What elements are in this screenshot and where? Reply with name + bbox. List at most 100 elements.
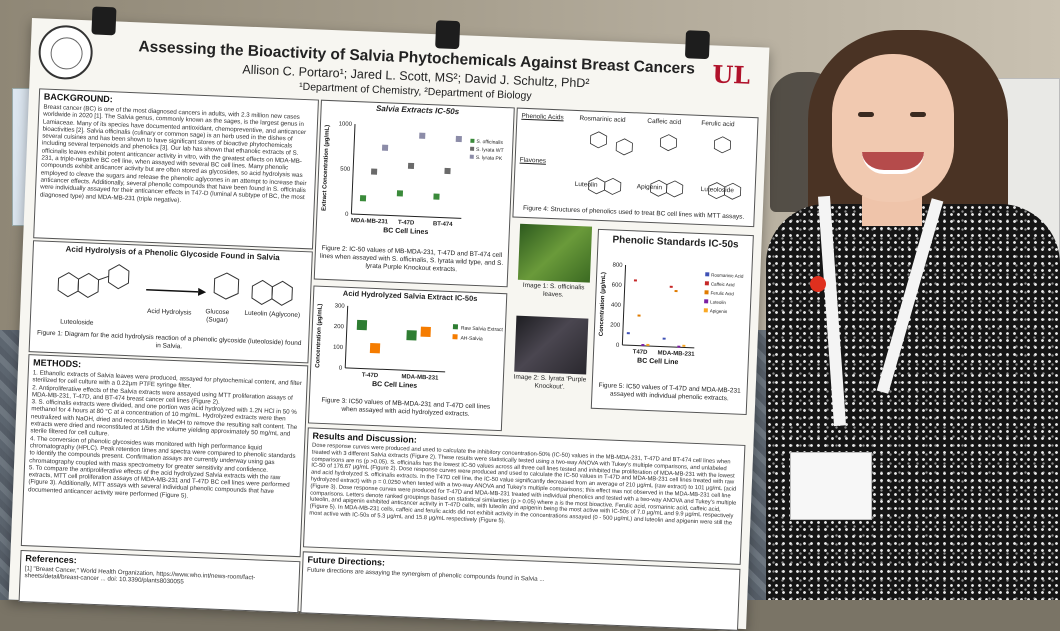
luteoloside-label: Luteoloside	[700, 185, 735, 195]
presenter-smile	[862, 152, 924, 174]
luteolin-label: Luteolin	[574, 180, 598, 189]
data-bar	[406, 330, 417, 341]
caffeic-label: Caffeic acid	[647, 117, 682, 127]
legend-label: S. lyrata PK	[476, 155, 503, 162]
data-point	[419, 132, 426, 139]
research-poster: UL Assessing the Bioactivity of Salvia P…	[8, 6, 770, 631]
legend-label: Luteolin	[710, 299, 726, 305]
data-point	[407, 162, 415, 170]
data-point	[674, 290, 678, 293]
data-point	[662, 337, 666, 340]
y-tick-label: 600	[612, 282, 623, 288]
data-point	[677, 345, 681, 348]
future-directions-section: Future Directions: Future directions are…	[300, 551, 741, 631]
data-bar	[356, 319, 368, 331]
legend-label: Raw Salvia Extract	[461, 325, 504, 333]
data-point	[682, 344, 686, 347]
apigenin-label: Apigenin	[636, 183, 663, 192]
x-tick-label: BT-474	[433, 221, 454, 228]
hydrolysis-structures	[57, 264, 293, 306]
red-pin	[810, 276, 826, 292]
sage-leaves-photo	[517, 223, 593, 283]
ferulic-label: Ferulic acid	[701, 119, 735, 129]
x-axis-label: BC Cell Line	[637, 358, 679, 367]
figure1-caption: Figure 1: Diagram for the acid hydrolysi…	[36, 329, 302, 351]
data-point	[646, 343, 650, 347]
legend-swatch	[704, 281, 709, 286]
x-axis	[622, 344, 695, 349]
image2-caption: Image 2: S. lyrata 'Purple Knockout'.	[513, 373, 587, 391]
legend-label: Apigenin	[710, 308, 728, 314]
legend-swatch	[452, 334, 458, 340]
x-axis-label: BC Cell Lines	[372, 381, 417, 390]
y-tick-label: 200	[334, 324, 345, 330]
results-section: Results and Discussion: Dose response cu…	[302, 427, 746, 565]
legend-swatch	[470, 138, 475, 143]
y-tick-label: 200	[610, 322, 621, 328]
y-axis	[344, 305, 349, 368]
background-section: BACKGROUND: Breast cancer (BC) is one of…	[33, 88, 319, 250]
methods-section: METHODS: 1. Ethanolic extracts of Salvia…	[20, 354, 309, 558]
legend-label: Ferulic Acid	[710, 290, 734, 296]
figure5-caption: Figure 5: IC50 values of T-47D and MDA-M…	[598, 382, 741, 403]
presenter-eye-right	[910, 112, 926, 117]
hydrolysis-figure: Acid Hydrolysis of a Phenolic Glycoside …	[28, 240, 313, 364]
chart1-svg: 0 500 1000 MDA-MB-231 T-47D BT-474 BC Cell Lin…	[321, 121, 504, 236]
image1-caption: Image 1: S. officinalis leaves.	[522, 281, 585, 299]
legend-label: Rosmarinic Acid	[711, 272, 744, 278]
legend-swatch	[469, 154, 474, 159]
legend-label: Caffeic Acid	[711, 281, 735, 287]
product-glucose-label: Glucose (Sugar)	[205, 308, 230, 325]
data-point	[641, 344, 645, 347]
y-tick-label: 0	[339, 366, 343, 372]
y-axis-label: Concentration (µg/mL)	[599, 272, 608, 336]
chart3-panel: Phenolic Standards IC-50s 0 200 400 600 800 T…	[590, 228, 754, 415]
legend-swatch	[470, 146, 475, 151]
legend-label: AH-Salvia	[460, 335, 483, 342]
chart1-panel: Salvia Extracts IC-50s 0 500 1000 MDA-MB-23…	[313, 99, 515, 288]
y-axis-label: Concentration (µg/mL)	[315, 304, 324, 368]
legend-swatch	[705, 272, 710, 277]
binder-clip-middle	[435, 20, 461, 50]
data-point	[455, 135, 462, 143]
data-point	[433, 193, 440, 200]
y-tick-label: 0	[345, 212, 349, 218]
y-axis	[621, 264, 627, 345]
y-tick-label: 800	[612, 262, 623, 268]
data-bar	[420, 326, 431, 337]
legend-label: S. officinalis	[476, 139, 503, 146]
reaction-arrow	[146, 289, 199, 293]
data-point	[626, 332, 630, 335]
x-axis	[345, 367, 446, 373]
flavones-header: Flavones	[519, 156, 547, 165]
rosmarinic-label: Rosmarinic acid	[579, 115, 626, 124]
data-point	[637, 314, 641, 317]
x-tick-label: MDA-MB-231	[657, 350, 695, 358]
legend-label: S. lyrata WT	[476, 147, 504, 154]
binder-clip-right	[684, 30, 711, 60]
data-bar	[369, 342, 381, 354]
phenolic-structures	[588, 131, 742, 200]
data-point	[669, 285, 673, 288]
x-axis	[351, 213, 462, 219]
x-tick-label: T-47D	[362, 373, 379, 380]
legend-swatch	[452, 324, 459, 330]
legend-swatch	[703, 308, 708, 313]
x-tick-label: T-47D	[398, 220, 415, 227]
background-text: Breast cancer (BC) is one of the most di…	[39, 103, 307, 204]
data-point	[633, 279, 637, 282]
figure2-caption: Figure 2: IC-50 values of MB-MDA-231, T-…	[319, 244, 504, 274]
y-tick-label: 0	[616, 343, 620, 349]
y-axis	[350, 124, 356, 214]
y-tick-label: 100	[333, 345, 344, 351]
x-axis-label: BC Cell Lines	[383, 227, 428, 236]
phenolic-structures-panel: Phenolic Acids Rosmarinic acid Caffeic a…	[512, 107, 759, 228]
name-badge	[790, 452, 872, 520]
data-point	[444, 167, 451, 175]
legend-swatch	[704, 299, 709, 304]
university-seal	[37, 24, 94, 81]
x-tick-label: MDA-MB-231	[401, 374, 439, 382]
purple-knockout-photo	[514, 315, 589, 375]
